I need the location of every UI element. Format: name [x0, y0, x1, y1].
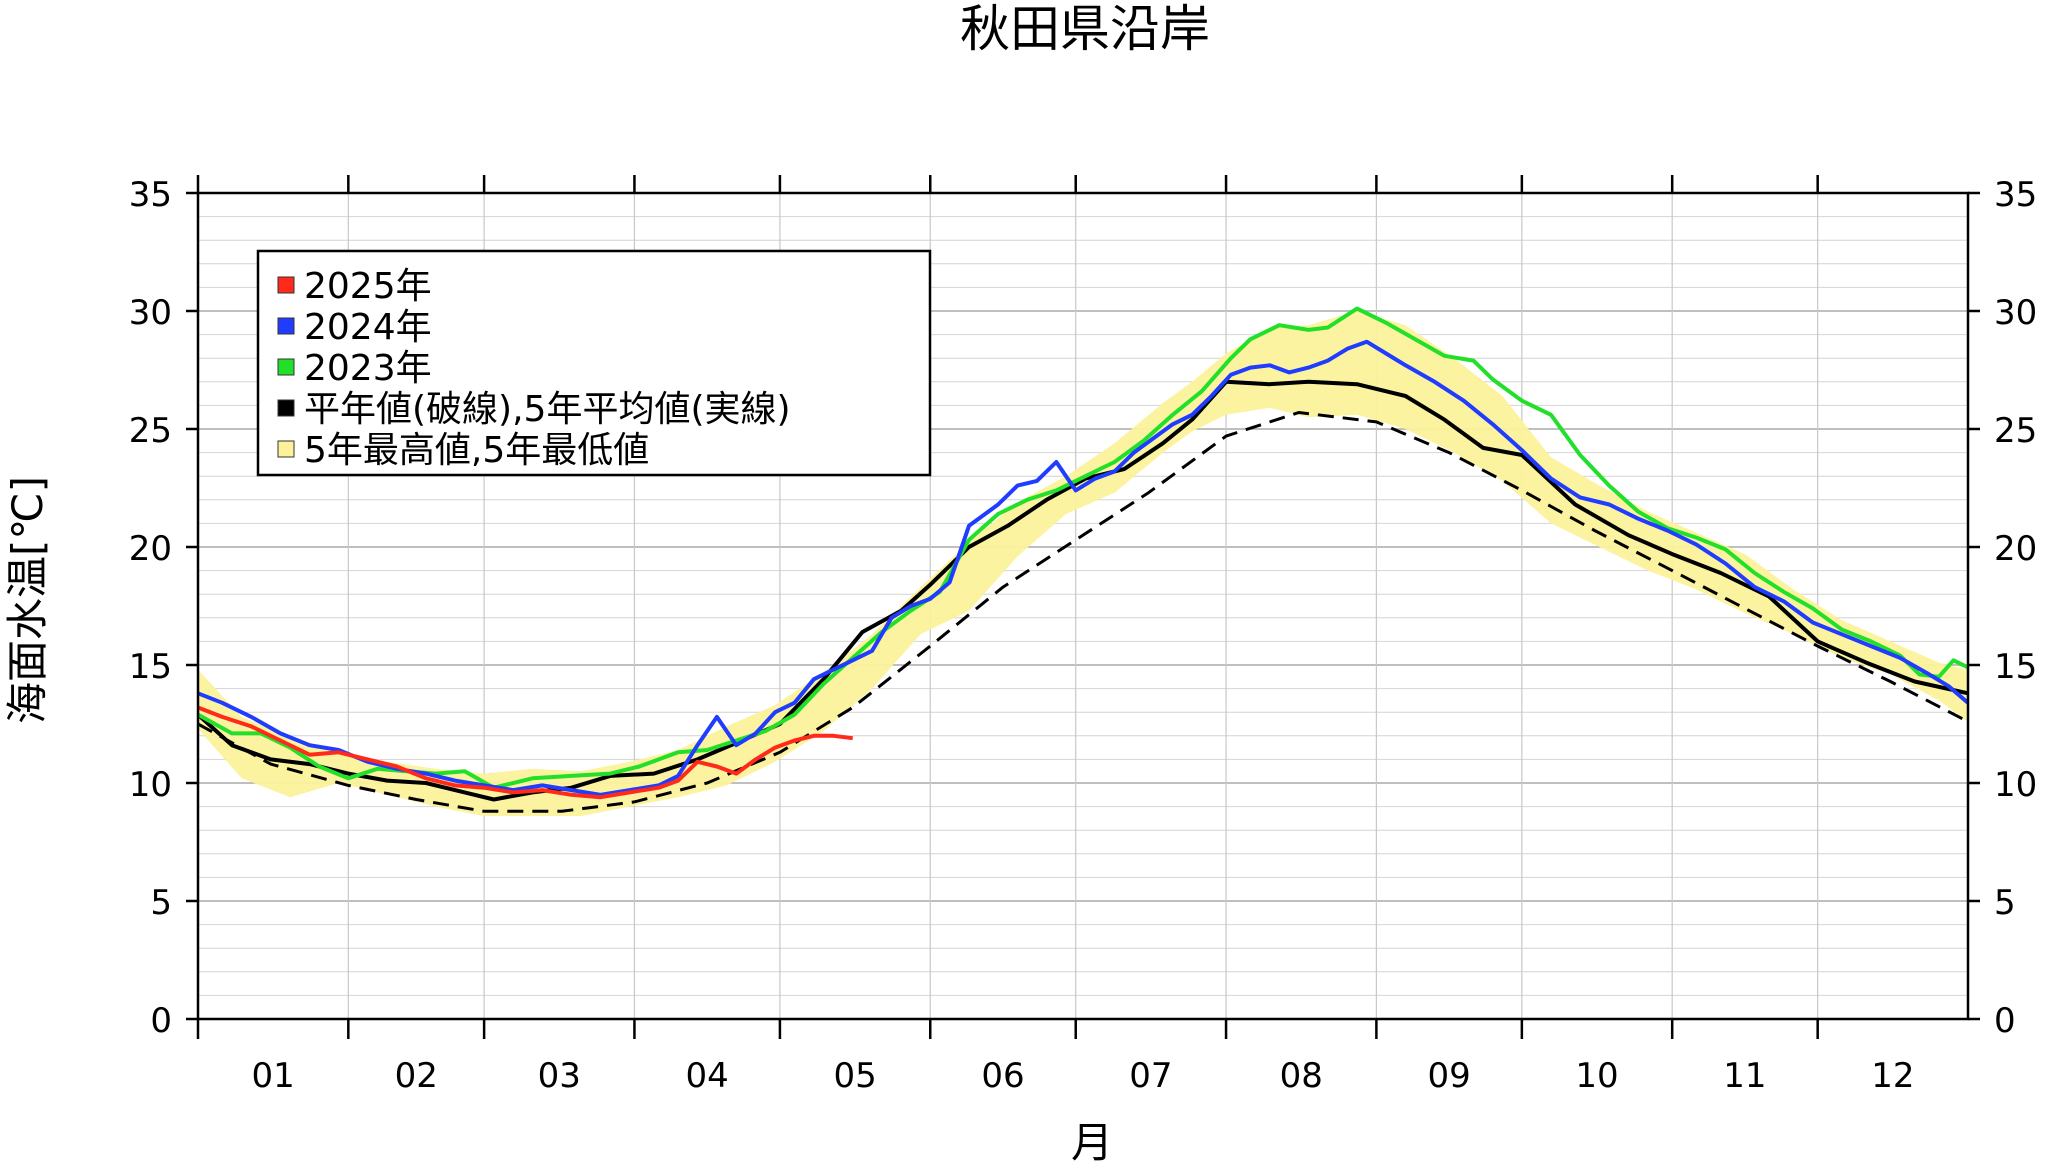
legend-swatch	[277, 440, 295, 458]
legend-swatch	[277, 317, 295, 335]
legend-swatch	[277, 358, 295, 376]
x-tick-label: 06	[981, 1056, 1024, 1096]
y-tick-label-right: 15	[1994, 647, 2037, 687]
series-line-y2024	[197, 339, 1970, 797]
y-tick-label-left: 15	[129, 647, 172, 687]
y-tick-label-right: 25	[1994, 411, 2037, 451]
x-tick-label: 12	[1871, 1056, 1914, 1096]
legend-label: 2023年	[304, 348, 432, 389]
x-axis-label: 月	[1071, 1118, 1113, 1166]
x-tick-label: 01	[252, 1056, 295, 1096]
legend-swatch	[277, 399, 295, 417]
series-line-y2025	[197, 705, 853, 800]
x-tick-label: 09	[1427, 1056, 1470, 1096]
x-tick-label: 02	[395, 1056, 438, 1096]
legend-label: 2024年	[304, 307, 432, 348]
y-tick-label-right: 10	[1994, 765, 2037, 805]
y-tick-label-right: 5	[1994, 883, 2016, 923]
x-tick-label: 11	[1723, 1056, 1766, 1096]
legend-swatch	[277, 276, 295, 294]
y-tick-label-right: 0	[1994, 1001, 2016, 1041]
legend: 2025年2024年2023年平年値(破線),5年平均値(実線)5年最高値,5年…	[256, 249, 932, 477]
series-line-avg5	[196, 379, 1969, 802]
y-tick-label-left: 5	[150, 883, 172, 923]
x-tick-label: 07	[1129, 1056, 1172, 1096]
series-line-y2023	[197, 306, 1969, 790]
y-axis-label: 海面水温[℃]	[3, 476, 52, 724]
y-tick-label-right: 20	[1994, 529, 2037, 569]
y-tick-label-left: 10	[129, 765, 172, 805]
plot-frame	[196, 191, 1970, 1021]
series-line-normal	[197, 411, 1969, 813]
legend-box	[256, 249, 932, 477]
max-min-band	[198, 311, 1968, 816]
x-tick-label: 10	[1575, 1056, 1618, 1096]
y-tick-label-left: 30	[129, 293, 172, 333]
legend-label: 平年値(破線),5年平均値(実線)	[304, 389, 791, 430]
x-tick-label: 08	[1280, 1056, 1323, 1096]
x-tick-label: 04	[686, 1056, 729, 1096]
y-tick-label-left: 25	[129, 411, 172, 451]
y-tick-label-left: 35	[129, 175, 172, 215]
y-tick-label-left: 20	[129, 529, 172, 569]
chart-title: 秋田県沿岸	[960, 0, 1210, 58]
plot-area	[196, 193, 1970, 1019]
x-tick-label: 05	[833, 1056, 876, 1096]
legend-label: 5年最高値,5年最低値	[304, 430, 649, 471]
y-tick-label-left: 0	[150, 1001, 172, 1041]
y-tick-label-right: 30	[1994, 293, 2037, 333]
legend-label: 2025年	[304, 266, 432, 307]
x-tick-label: 03	[538, 1056, 581, 1096]
y-tick-label-right: 35	[1994, 175, 2037, 215]
